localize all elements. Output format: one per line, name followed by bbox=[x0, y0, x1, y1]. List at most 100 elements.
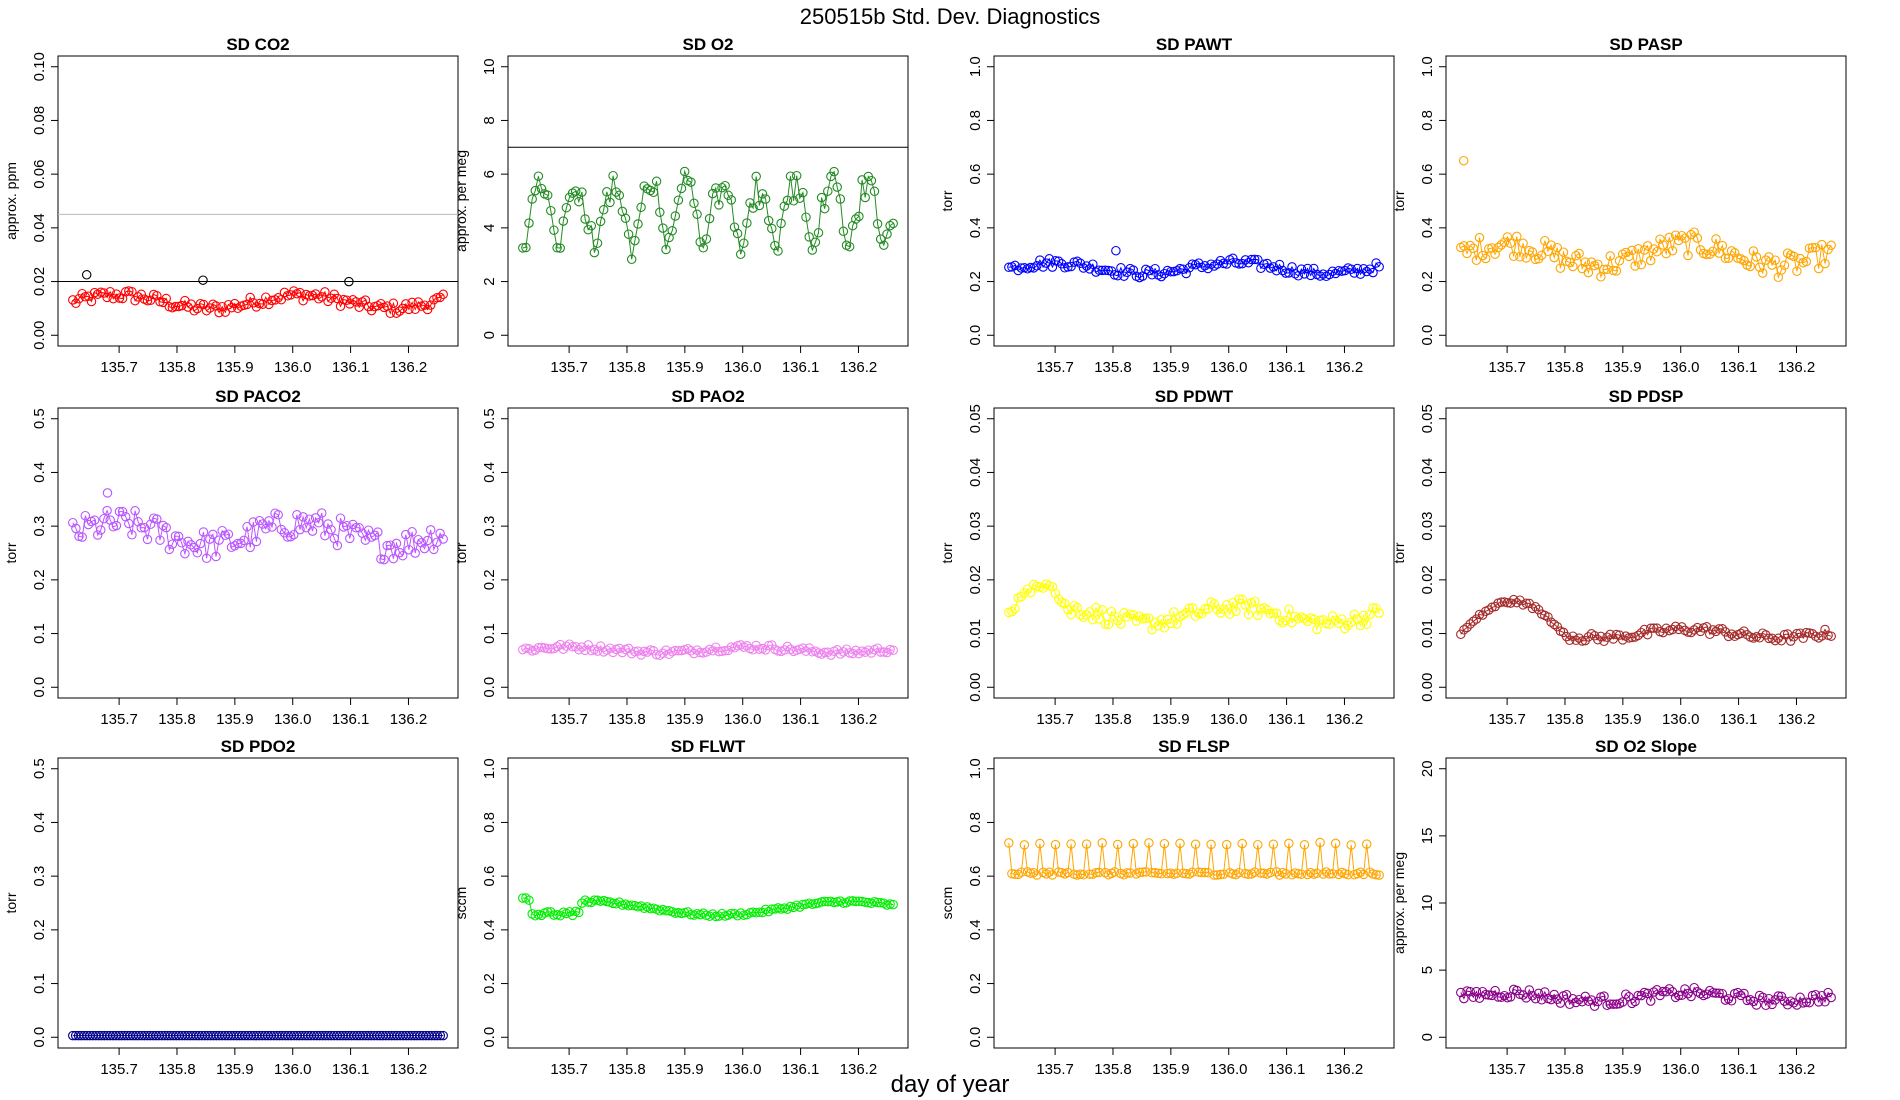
data-point bbox=[1116, 619, 1126, 629]
data-point bbox=[885, 220, 895, 231]
data-point bbox=[729, 222, 740, 232]
data-point bbox=[1826, 992, 1836, 1003]
data-point bbox=[1465, 619, 1475, 629]
data-point bbox=[1221, 839, 1232, 850]
data-point bbox=[1642, 629, 1653, 640]
data-point bbox=[760, 194, 771, 204]
data-point bbox=[1134, 611, 1145, 621]
y-tick-label: 0 bbox=[1419, 1033, 1436, 1041]
data-point bbox=[92, 530, 103, 540]
y-tick-label: 0.2 bbox=[1419, 271, 1436, 292]
data-point bbox=[651, 649, 662, 660]
x-tick-label: 135.7 bbox=[1036, 711, 1074, 728]
data-point bbox=[323, 296, 333, 307]
data-point bbox=[1527, 991, 1538, 1001]
data-point bbox=[1225, 609, 1235, 619]
y-axis-label: torr bbox=[939, 542, 955, 563]
data-point bbox=[1823, 987, 1833, 998]
data-point bbox=[1748, 246, 1759, 256]
data-point bbox=[854, 896, 864, 907]
data-point bbox=[623, 229, 634, 239]
data-point bbox=[1683, 627, 1693, 637]
data-point bbox=[1636, 259, 1647, 270]
y-tick-label: 0.6 bbox=[967, 164, 984, 185]
y-axis-label: torr bbox=[3, 892, 19, 913]
data-point bbox=[679, 166, 690, 177]
y-tick-label: 0.6 bbox=[1419, 164, 1436, 185]
data-point bbox=[782, 641, 793, 652]
data-point bbox=[1100, 867, 1111, 878]
data-point bbox=[1365, 264, 1375, 274]
data-point bbox=[1810, 242, 1821, 253]
y-tick-label: 0.5 bbox=[31, 408, 48, 429]
data-point bbox=[521, 242, 531, 253]
data-point bbox=[1181, 869, 1191, 879]
x-tick-label: 136.1 bbox=[1268, 359, 1306, 376]
data-point bbox=[170, 301, 181, 312]
data-point bbox=[114, 293, 125, 303]
data-point bbox=[1156, 271, 1167, 282]
data-point bbox=[401, 529, 411, 540]
data-point bbox=[1667, 624, 1678, 635]
data-point bbox=[1109, 867, 1120, 877]
data-point bbox=[838, 647, 849, 657]
data-point bbox=[620, 213, 631, 224]
data-point bbox=[1237, 838, 1247, 849]
y-tick-label: 0.1 bbox=[31, 623, 48, 644]
data-point bbox=[720, 180, 730, 191]
data-point bbox=[1658, 986, 1668, 997]
data-point bbox=[754, 200, 765, 211]
data-point bbox=[1596, 631, 1606, 642]
x-tick-label: 135.8 bbox=[608, 359, 646, 376]
data-point bbox=[239, 535, 249, 546]
data-point bbox=[1711, 234, 1721, 244]
y-tick-label: 0.4 bbox=[31, 462, 48, 483]
data-point bbox=[1281, 869, 1291, 879]
x-tick-label: 135.7 bbox=[1036, 1061, 1074, 1078]
x-tick-label: 136.0 bbox=[1662, 1061, 1700, 1078]
y-tick-label: 0.4 bbox=[31, 812, 48, 833]
data-point bbox=[1471, 255, 1482, 266]
data-point bbox=[1112, 839, 1123, 850]
x-tick-label: 135.8 bbox=[158, 359, 196, 376]
data-point bbox=[1159, 268, 1170, 279]
data-point bbox=[835, 896, 846, 906]
data-point bbox=[536, 183, 547, 194]
data-point bbox=[71, 523, 81, 534]
data-point bbox=[1097, 605, 1107, 615]
data-point bbox=[648, 187, 659, 198]
data-point bbox=[1016, 263, 1027, 273]
data-point bbox=[583, 897, 593, 907]
x-tick-label: 136.0 bbox=[1210, 359, 1248, 376]
data-point bbox=[1078, 870, 1089, 880]
data-point bbox=[180, 548, 190, 559]
data-point bbox=[1131, 616, 1142, 626]
y-tick-label: 0.1 bbox=[481, 623, 498, 644]
y-tick-label: 0 bbox=[481, 331, 498, 339]
data-point bbox=[1611, 266, 1622, 276]
data-point bbox=[1004, 838, 1014, 848]
data-point bbox=[1035, 838, 1045, 849]
data-point bbox=[882, 229, 892, 239]
data-point bbox=[1330, 615, 1341, 626]
data-point bbox=[732, 228, 743, 239]
data-point bbox=[735, 249, 746, 260]
y-tick-label: 20 bbox=[1419, 760, 1436, 777]
x-tick-label: 136.2 bbox=[390, 711, 428, 728]
x-tick-label: 136.1 bbox=[332, 359, 370, 376]
data-point bbox=[851, 645, 861, 656]
panel-title: SD PDWT bbox=[1155, 387, 1234, 406]
data-point bbox=[1543, 246, 1553, 257]
data-point bbox=[1801, 256, 1812, 267]
data-point bbox=[1187, 259, 1198, 269]
data-point bbox=[1820, 624, 1830, 635]
data-point bbox=[1817, 990, 1827, 1001]
data-point bbox=[751, 171, 761, 182]
data-point bbox=[1518, 990, 1528, 1000]
data-point bbox=[1779, 260, 1790, 271]
panel-3: SD PAWT torr 0.0 0.2 0.4 0.6 0.8 1.0 135.7 135.8 1… bbox=[939, 35, 1395, 376]
data-point bbox=[229, 298, 240, 309]
data-point bbox=[1804, 243, 1815, 253]
data-point bbox=[1776, 635, 1787, 646]
data-point bbox=[1081, 610, 1092, 620]
